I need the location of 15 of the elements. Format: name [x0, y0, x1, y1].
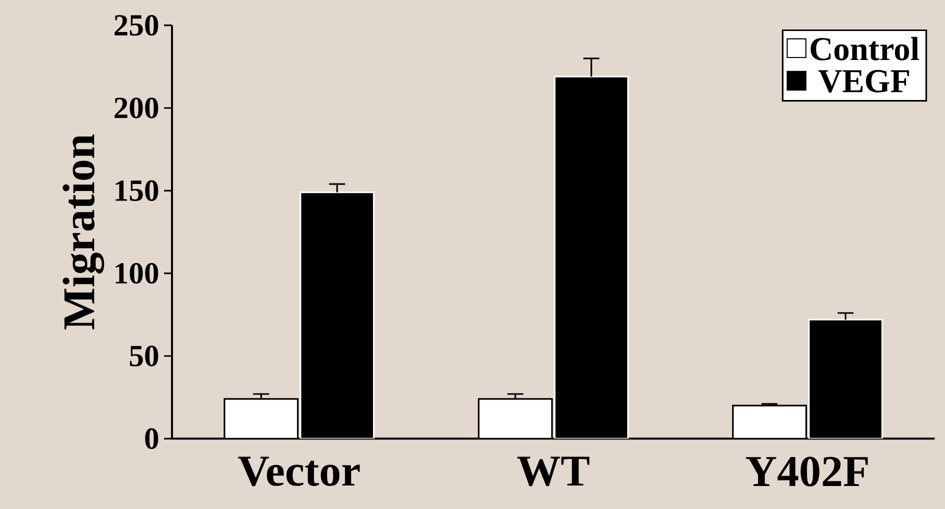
y-tick-label: 200	[114, 98, 158, 118]
y-axis-title: Migration	[62, 134, 104, 330]
y-tick-label: 250	[114, 14, 158, 36]
y-tick-label: 150	[116, 180, 158, 201]
x-tick-label: Vector	[238, 456, 360, 486]
legend-label: VEGF	[818, 70, 910, 93]
bar	[224, 398, 299, 439]
bar	[732, 404, 808, 439]
y-tick-label: 100	[116, 262, 158, 284]
x-tick-label: Y402F	[746, 456, 868, 486]
y-tick-label: 50	[130, 346, 158, 366]
bar	[478, 398, 553, 439]
x-tick-label: WT	[517, 456, 590, 486]
legend-label: Control	[810, 36, 920, 60]
y-tick-label: 0	[145, 428, 158, 449]
